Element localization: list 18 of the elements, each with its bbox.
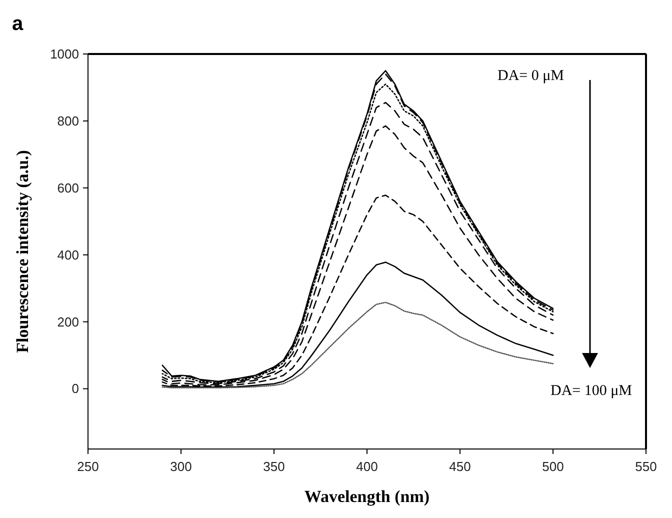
- annotation: DA= 0 μM: [497, 68, 564, 84]
- y-tick-label: 200: [57, 314, 79, 330]
- y-tick-label: 1000: [50, 46, 79, 62]
- x-tick-label: 350: [263, 459, 285, 474]
- x-tick-label: 550: [635, 459, 657, 474]
- y-tick-label: 600: [57, 180, 79, 196]
- x-axis-title: Wavelength (nm): [304, 487, 430, 506]
- annotation: DA= 100 μM: [550, 383, 632, 399]
- x-tick-label: 300: [170, 459, 192, 474]
- x-tick-label: 500: [542, 459, 564, 474]
- x-tick-label: 450: [449, 459, 471, 474]
- y-tick-label: 0: [72, 381, 79, 396]
- y-tick-label: 800: [57, 113, 79, 128]
- x-tick-label: 400: [356, 459, 378, 474]
- x-tick-label: 250: [77, 459, 99, 474]
- y-axis-title: Flourescence intensity (a.u.): [13, 150, 32, 353]
- chart-title: a: [12, 13, 24, 35]
- y-tick-label: 400: [57, 247, 79, 262]
